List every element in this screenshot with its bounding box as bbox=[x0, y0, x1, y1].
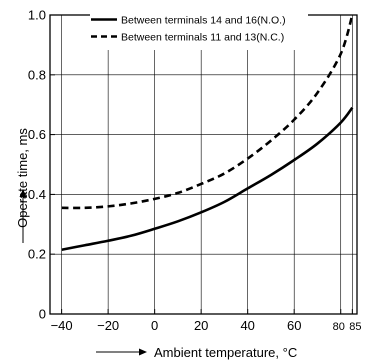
x-tick-label: 85 bbox=[349, 321, 361, 333]
y-tick-label: 0.2 bbox=[28, 247, 46, 262]
series-line-no bbox=[61, 106, 354, 251]
x-tick-label: 0 bbox=[151, 318, 158, 333]
y-tick-label: 0 bbox=[39, 307, 46, 322]
y-tick-label: 0.6 bbox=[28, 127, 46, 142]
x-tick-label: 40 bbox=[240, 318, 254, 333]
series-line-nc bbox=[61, 14, 354, 210]
x-axis-title: Ambient temperature, °C bbox=[154, 345, 297, 360]
x-tick-label: 80 bbox=[333, 321, 345, 333]
x-axis-title-group: Ambient temperature, °C bbox=[96, 345, 297, 360]
legend: Between terminals 14 and 16(N.O.) Betwee… bbox=[90, 12, 308, 50]
x-tick-label: 60 bbox=[287, 318, 301, 333]
y-axis-arrow-head bbox=[19, 189, 27, 197]
plot-lines bbox=[61, 14, 354, 251]
x-axis-ticks: −40 −20 0 20 40 60 80 85 bbox=[51, 309, 361, 333]
y-axis-title: Operate time, ms bbox=[15, 128, 30, 228]
y-tick-label: 1.0 bbox=[28, 8, 46, 23]
grid bbox=[50, 15, 357, 314]
x-axis-arrow-head bbox=[139, 348, 147, 356]
legend-label-no: Between terminals 14 and 16(N.O.) bbox=[121, 15, 286, 27]
y-axis-ticks: 0 0.2 0.4 0.6 0.8 1.0 bbox=[28, 8, 55, 322]
y-tick-label: 0.4 bbox=[28, 187, 46, 202]
x-tick-label: −40 bbox=[51, 318, 73, 333]
x-tick-label: 20 bbox=[194, 318, 208, 333]
legend-background bbox=[90, 12, 308, 50]
y-axis-title-group: Operate time, ms bbox=[15, 128, 30, 243]
legend-label-nc: Between terminals 11 and 13(N.C.) bbox=[121, 32, 284, 44]
y-tick-label: 0.8 bbox=[28, 67, 46, 82]
plot-frame bbox=[49, 14, 358, 315]
x-tick-label: −20 bbox=[97, 318, 119, 333]
